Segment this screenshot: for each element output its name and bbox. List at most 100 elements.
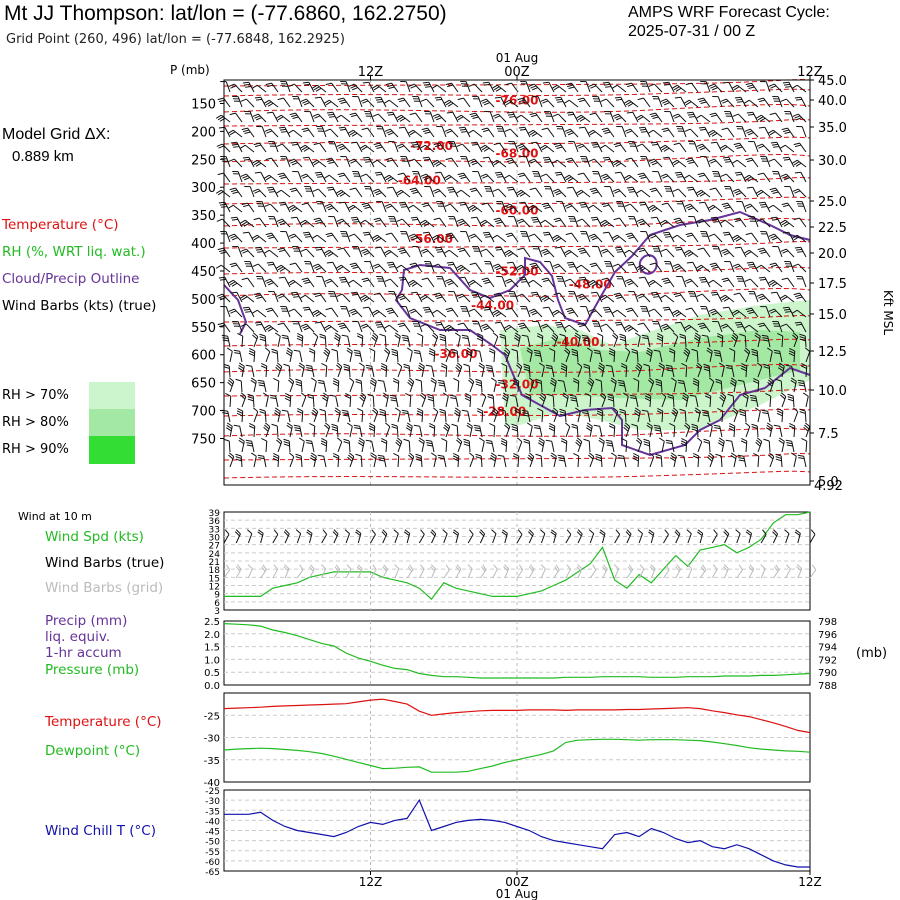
barb-feather (325, 101, 332, 106)
barb-feather (231, 264, 238, 268)
barb-feather (782, 81, 789, 84)
barb-feather (792, 263, 799, 267)
barb-feather (266, 111, 273, 114)
barb-staff (491, 366, 495, 378)
upper-wind-barb (660, 248, 675, 258)
barb-staff (733, 425, 736, 438)
upper-wind-barb (455, 264, 471, 273)
barb-feather (575, 189, 582, 194)
barb-staff (668, 82, 675, 93)
upper-wind-barb (661, 127, 675, 138)
upper-wind-barb (533, 349, 543, 363)
barb-feather (255, 162, 262, 167)
barb-feather (704, 395, 711, 399)
barb-feather (311, 84, 318, 89)
upper-wind-barb (300, 98, 315, 108)
upper-wind-barb (412, 321, 423, 333)
barb-staff (609, 111, 615, 123)
barb-feather (590, 291, 597, 294)
barb-staff (647, 411, 651, 423)
isotherm-line (223, 88, 811, 97)
barb-feather (591, 189, 598, 193)
barb-feather (518, 145, 525, 149)
barb-staff (749, 249, 759, 258)
upper-wind-barb (791, 84, 807, 93)
barb-feather (567, 113, 575, 116)
upper-wind-barb (469, 112, 483, 123)
barb-staff (612, 395, 615, 408)
upper-wind-barb (563, 249, 579, 258)
upper-wind-barb (492, 332, 499, 348)
precip-liq-label: liq. equiv. (45, 629, 111, 645)
barb-staff (329, 278, 339, 288)
barb-feather (564, 349, 570, 355)
barb-staff (365, 98, 375, 108)
barb-feather (515, 264, 522, 269)
barb-staff (500, 322, 507, 333)
barb-staff (499, 142, 507, 153)
barb-staff (665, 219, 675, 228)
upper-wind-barb (376, 276, 387, 288)
upper-wind-barb (408, 158, 423, 168)
barb-staff (527, 411, 531, 423)
barb-staff (357, 246, 363, 258)
upper-wind-barb (768, 158, 783, 168)
barb-staff (728, 82, 735, 93)
barb-staff (465, 156, 471, 168)
barb-feather (698, 201, 705, 204)
barb-feather (644, 395, 651, 399)
barb-feather (648, 233, 655, 237)
barb-staff (729, 186, 735, 198)
barb-staff (692, 112, 699, 123)
barb-feather (375, 237, 382, 242)
upper-wind-barb (302, 156, 315, 168)
barb-feather (423, 177, 430, 181)
barb-staff (381, 201, 387, 213)
barb-staff (629, 174, 639, 183)
barb-staff (431, 366, 435, 378)
upper-wind-barb (773, 424, 783, 438)
upper-wind-barb (647, 279, 663, 288)
upper-wind-barb (496, 201, 507, 213)
barb-staff (417, 171, 423, 183)
barb-staff (353, 158, 363, 168)
barb-staff (743, 381, 747, 393)
barb-feather (485, 236, 492, 238)
barb-staff (391, 157, 399, 168)
barb-feather (593, 349, 600, 352)
barb-staff (295, 262, 303, 273)
barb-feather (623, 249, 630, 254)
barb-staff (679, 292, 687, 303)
upper-wind-barb (232, 171, 243, 183)
barb-staff (487, 202, 495, 213)
barb-feather (504, 424, 510, 430)
barb-feather (362, 250, 369, 254)
upper-wind-barb (293, 349, 303, 363)
barb-feather (338, 145, 345, 149)
upper-wind-barb (790, 377, 797, 393)
upper-wind-barb (472, 171, 483, 183)
barb-staff (733, 336, 739, 348)
upper-wind-barb (709, 187, 723, 198)
barb-staff (668, 232, 675, 243)
barb-feather (735, 192, 742, 196)
upper-wind-barb (572, 378, 580, 393)
upper-wind-barb (587, 204, 603, 213)
upper-wind-barb (449, 394, 459, 408)
upper-wind-barb (785, 364, 795, 378)
barb-feather (788, 352, 795, 357)
upper-wind-barb (539, 144, 555, 153)
upper-wind-barb (395, 114, 411, 123)
barb-feather (326, 111, 333, 114)
barb-staff (693, 291, 699, 303)
barb-feather (511, 348, 518, 352)
barb-staff (253, 456, 257, 468)
legend-rh80-swatch (89, 409, 135, 436)
barb-feather (497, 379, 504, 382)
barb-feather (651, 162, 658, 166)
upper-wind-barb (708, 377, 715, 393)
upper-wind-barb (635, 114, 651, 123)
barb-feather (706, 347, 713, 352)
barb-feather (246, 442, 253, 445)
barb-feather (773, 424, 780, 427)
